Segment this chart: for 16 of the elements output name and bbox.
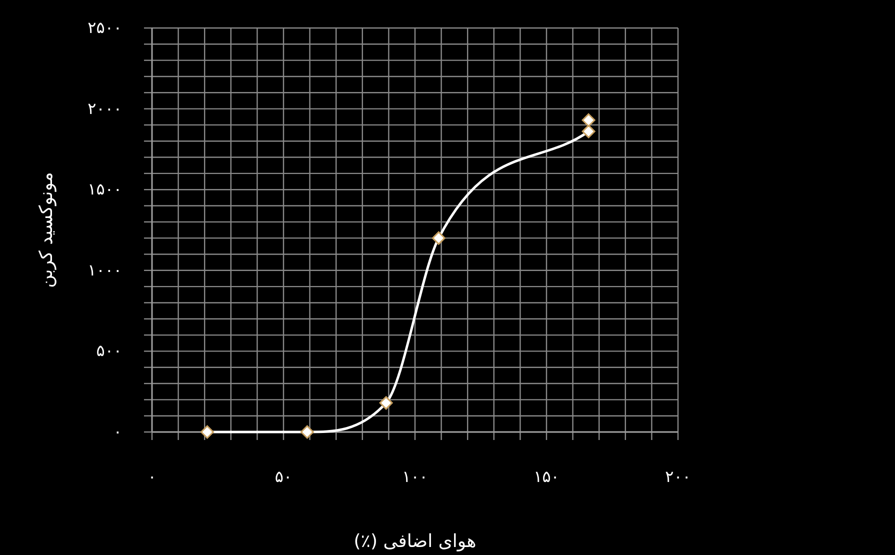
y-tick-label: ۱۰۰۰	[88, 260, 122, 280]
y-tick-label: ۲۰۰۰	[88, 98, 122, 118]
x-tick-label: ۰	[148, 467, 156, 486]
y-tick-label: ۲۵۰۰	[88, 18, 122, 37]
point	[582, 124, 596, 138]
point	[432, 231, 446, 245]
point	[379, 396, 393, 410]
y-axis-title: مونوکسید کربن	[36, 172, 57, 288]
x-tick-label: ۱۵۰	[534, 467, 560, 486]
x-tick-label: ۱۰۰	[402, 467, 428, 486]
x-tick-label: ۵۰	[274, 467, 292, 486]
y-tick-label: ۰	[113, 422, 122, 441]
y-tick-label: ۵۰۰	[96, 341, 122, 360]
y-tick-label: ۱۵۰۰	[88, 180, 122, 199]
x-axis-title: هوای اضافی (٪)	[354, 531, 476, 552]
x-tick-label: ۲۰۰	[665, 467, 691, 486]
